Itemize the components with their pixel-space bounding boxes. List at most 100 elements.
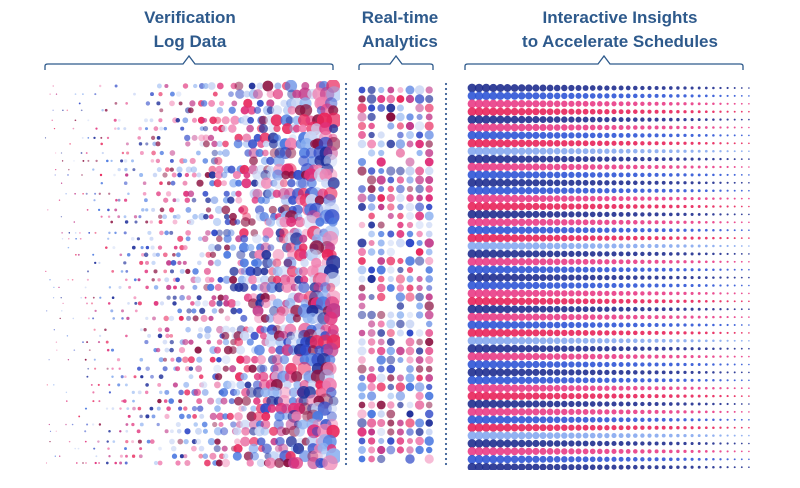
insight-dot xyxy=(575,393,582,400)
log-data-dot xyxy=(95,127,98,130)
analytics-dot xyxy=(358,392,366,400)
insight-dot xyxy=(546,369,554,376)
log-data-dot xyxy=(266,281,278,293)
log-data-dot xyxy=(184,197,191,203)
log-data-dot xyxy=(124,167,128,172)
insight-dot xyxy=(604,330,610,336)
insight-dot xyxy=(676,188,680,193)
insight-dot xyxy=(589,401,596,407)
insight-dot xyxy=(510,368,519,377)
insight-dot xyxy=(532,376,540,384)
insight-dot xyxy=(597,259,603,265)
insight-dot xyxy=(582,274,589,281)
separator-dot xyxy=(444,202,448,206)
insight-dot xyxy=(704,268,708,272)
insight-dot xyxy=(561,345,568,352)
log-data-dot xyxy=(133,215,138,219)
insight-dot xyxy=(611,322,617,328)
insight-dot xyxy=(748,276,750,279)
separator-dot xyxy=(444,262,448,266)
log-data-dot xyxy=(68,238,70,240)
insight-dot xyxy=(589,385,596,392)
insight-dot xyxy=(496,415,505,424)
log-data-dot xyxy=(183,190,190,197)
log-data-dot xyxy=(159,108,164,113)
analytics-dot xyxy=(405,85,415,95)
insight-dot xyxy=(575,242,582,250)
insight-dot xyxy=(575,179,582,186)
insight-dot xyxy=(503,344,512,353)
log-data-dot xyxy=(120,159,124,163)
insight-dot xyxy=(668,125,673,130)
log-data-dot xyxy=(86,278,89,281)
log-data-dot xyxy=(87,137,90,139)
analytics-dot xyxy=(386,256,396,266)
log-data-dot xyxy=(262,80,274,92)
log-data-dot xyxy=(127,192,130,196)
insight-dot xyxy=(719,252,722,256)
insight-dot xyxy=(719,189,722,192)
insight-dot xyxy=(683,323,687,327)
insight-dot xyxy=(582,164,589,170)
log-data-dot xyxy=(265,314,275,323)
insight-dot xyxy=(704,205,708,208)
insight-dot xyxy=(611,401,617,407)
insight-dot xyxy=(726,316,729,319)
insight-dot xyxy=(611,219,617,225)
insight-dot xyxy=(489,320,498,330)
insight-dot xyxy=(510,139,519,148)
insight-dot xyxy=(647,354,652,359)
log-data-dot xyxy=(235,345,246,355)
log-data-dot xyxy=(209,452,217,460)
log-data-dot xyxy=(202,428,208,434)
log-data-dot xyxy=(239,331,250,341)
insight-dot xyxy=(618,417,624,423)
insight-dot xyxy=(640,378,645,383)
insight-dot xyxy=(676,315,680,319)
insight-dot xyxy=(467,273,477,282)
log-data-dot xyxy=(300,258,309,268)
log-data-dot xyxy=(131,440,135,444)
insight-dot xyxy=(719,434,722,437)
insight-dot xyxy=(489,162,498,172)
insight-dot xyxy=(647,394,652,399)
log-data-dot xyxy=(202,117,208,123)
insight-dot xyxy=(748,221,750,224)
log-data-dot xyxy=(98,192,101,195)
log-data-dot xyxy=(157,327,163,332)
insight-dot xyxy=(654,236,659,241)
separator-dot xyxy=(444,177,448,181)
insight-dot xyxy=(654,172,659,177)
insight-dot xyxy=(625,362,631,367)
log-data-dot xyxy=(175,214,181,220)
log-data-dot xyxy=(283,380,292,390)
log-data-dot xyxy=(295,177,307,189)
insight-dot xyxy=(474,202,484,211)
insight-dot xyxy=(611,251,617,257)
insight-dot xyxy=(633,362,638,367)
insight-dot xyxy=(690,370,694,374)
insight-dot xyxy=(640,251,645,257)
insight-dot xyxy=(546,416,554,424)
separator-dot xyxy=(344,112,348,116)
analytics-dot xyxy=(377,365,385,373)
analytics-dot xyxy=(386,284,395,292)
insight-dot xyxy=(748,237,750,239)
insight-dot xyxy=(568,242,575,250)
log-data-dot xyxy=(275,436,285,447)
insight-dot xyxy=(553,424,561,431)
insight-dot xyxy=(654,180,659,185)
insight-dot xyxy=(532,242,540,250)
separator-dot xyxy=(444,407,448,411)
insight-dot xyxy=(474,99,484,109)
insight-dot xyxy=(625,101,631,107)
log-data-dot xyxy=(230,115,240,125)
log-data-dot xyxy=(221,331,230,340)
separator-dot xyxy=(444,212,448,216)
log-data-dot xyxy=(69,143,71,145)
log-data-dot xyxy=(252,89,263,100)
insight-dot xyxy=(568,400,575,408)
insight-dot xyxy=(568,369,575,376)
insight-dot xyxy=(661,109,666,114)
log-data-dot xyxy=(236,380,245,390)
